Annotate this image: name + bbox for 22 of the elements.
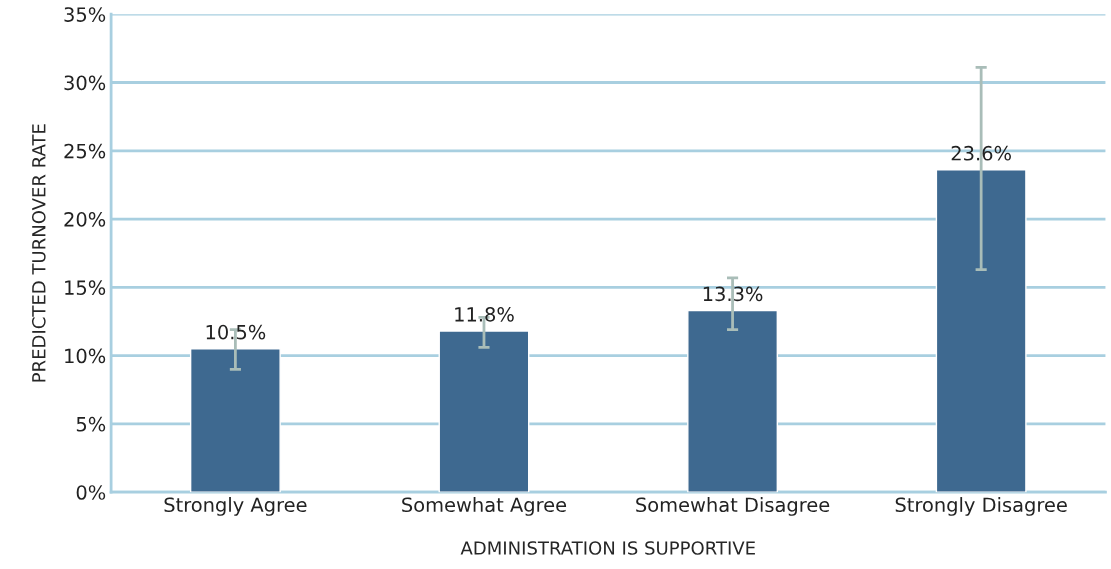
data-label: 23.6% [951, 145, 1011, 161]
y-tick-label: 15% [65, 280, 106, 296]
bar [189, 348, 281, 493]
data-label: 11.8% [455, 307, 514, 322]
x-tick-label: Somewhat Agree [402, 497, 567, 516]
bar [935, 169, 1027, 493]
y-tick-label: 35% [64, 7, 106, 22]
y-tick-label: 0% [76, 485, 106, 500]
y-tick-label: 30% [64, 75, 106, 91]
y-tick-label: 10% [65, 348, 106, 364]
y-tick-label: 25% [64, 143, 106, 159]
bar [687, 309, 779, 493]
x-tick-label: Strongly Agree [164, 497, 307, 516]
x-axis-title: ADMINISTRATION IS SUPPORTIVE [460, 541, 755, 555]
bar [438, 330, 530, 493]
x-tick-label: Somewhat Disagree [636, 497, 830, 516]
y-tick-label: 5% [76, 416, 106, 432]
y-tick-label: 20% [64, 212, 106, 227]
y-axis-title: PREDICTED TURNOVER RATE [31, 124, 46, 382]
x-tick-label: Strongly Disagree [895, 497, 1067, 516]
data-label: 13.3% [703, 286, 763, 302]
data-label: 10.5% [206, 324, 266, 340]
